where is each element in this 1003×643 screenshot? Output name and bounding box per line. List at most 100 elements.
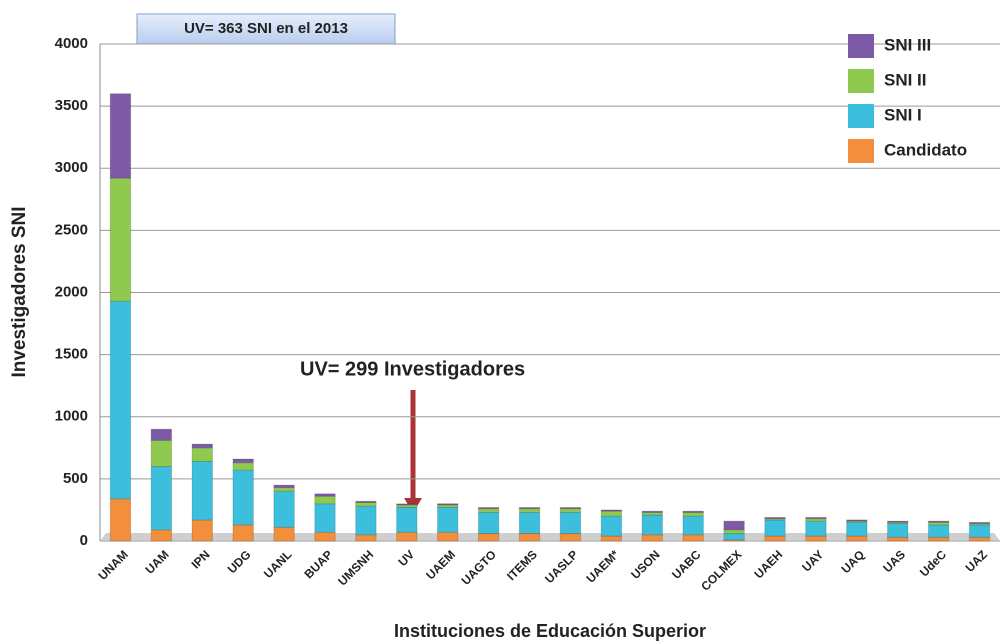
bar-segment	[846, 521, 868, 537]
bar-segment	[887, 536, 909, 542]
bar-segment	[109, 300, 132, 500]
bar-segment	[682, 534, 704, 542]
x-tick-label: UV	[395, 547, 417, 569]
bar-segment	[273, 526, 295, 542]
bar-segment	[396, 531, 418, 542]
bar-segment	[968, 521, 991, 525]
bar-segment	[600, 509, 623, 512]
bar-segment	[355, 534, 377, 542]
bar-segment	[518, 511, 541, 535]
legend-label: SNI III	[884, 35, 931, 54]
bar-segment	[355, 500, 377, 503]
bar-segment	[518, 508, 541, 513]
bar-segment	[109, 498, 132, 542]
x-tick-label: UANL	[261, 547, 294, 580]
bar-segment	[600, 535, 623, 542]
bar-segment	[641, 510, 664, 513]
bar-segment	[150, 465, 173, 531]
bar-segment	[641, 514, 664, 536]
bar-segment	[314, 493, 336, 497]
y-tick-label: 2500	[55, 221, 88, 238]
x-tick-label: UDG	[225, 547, 254, 576]
bar-segment	[723, 520, 745, 531]
bar-segment	[273, 484, 295, 489]
bar-segment	[518, 533, 541, 542]
x-tick-label: UABC	[669, 547, 704, 582]
legend-swatch	[848, 139, 874, 163]
bar-segment	[477, 506, 500, 510]
bar-segment	[232, 458, 254, 464]
bar-segment	[150, 439, 173, 467]
legend-label: SNI I	[884, 105, 922, 124]
bar-segment	[314, 503, 336, 533]
x-tick-label: UAY	[799, 547, 826, 574]
bar-segment	[273, 487, 295, 492]
bar-segment	[437, 503, 459, 506]
bar-segment	[355, 505, 377, 536]
bar-segment	[887, 520, 909, 523]
bar-segment	[723, 533, 745, 541]
bar-segment	[477, 511, 500, 535]
bar-segment	[477, 508, 500, 513]
y-tick-label: 1500	[55, 346, 88, 363]
y-axis-title: Investigadores SNI	[9, 206, 30, 377]
x-tick-label: UAM	[143, 547, 172, 576]
x-tick-label: UAEM*	[584, 547, 622, 585]
bar-segment	[682, 511, 704, 517]
x-tick-label: IPN	[189, 547, 213, 571]
x-tick-label: UAS	[880, 547, 908, 575]
bar-segment	[109, 177, 132, 302]
x-tick-label: UAZ	[963, 547, 990, 574]
bar-segment	[150, 529, 173, 542]
y-tick-label: 500	[63, 470, 88, 487]
legend-label: Candidato	[884, 140, 967, 159]
bar-segment	[887, 523, 909, 538]
bar-segment	[273, 490, 295, 528]
annotation: UV= 299 Investigadores	[300, 358, 525, 380]
y-tick-label: 2000	[55, 283, 88, 300]
y-tick-label: 0	[80, 532, 88, 549]
bar-segment	[559, 511, 582, 535]
bar-segment	[477, 533, 500, 542]
bar-segment	[600, 515, 623, 537]
bar-segment	[764, 516, 786, 520]
bar-segment	[518, 506, 541, 510]
bar-segment	[396, 506, 418, 533]
bar-segment	[437, 531, 459, 542]
y-tick-label: 4000	[55, 35, 88, 52]
bar-segment	[682, 515, 704, 536]
x-tick-label: UAEH	[751, 547, 785, 581]
bar-segment	[396, 503, 418, 506]
y-tick-label: 1000	[55, 408, 88, 425]
x-tick-label: UASLP	[542, 547, 581, 586]
x-tick-label: UNAM	[95, 547, 130, 582]
bar-segment	[764, 535, 786, 542]
x-tick-label: UMSNH	[335, 547, 376, 588]
bar-segment	[150, 428, 173, 441]
x-tick-label: BUAP	[301, 547, 335, 581]
bar-segment	[232, 462, 254, 471]
bar-segment	[191, 447, 214, 462]
x-tick-label: UAEM	[423, 547, 458, 582]
bar-segment	[559, 533, 582, 542]
bar-segment	[968, 536, 991, 542]
x-axis-title: Instituciones de Educación Superior	[394, 621, 706, 641]
bar-segment	[927, 520, 950, 523]
annotation: UV= 363 SNI en el 2013	[184, 20, 348, 37]
bar-segment	[559, 506, 582, 510]
y-tick-label: 3000	[55, 159, 88, 176]
bar-segment	[682, 510, 704, 513]
bar-segment	[927, 524, 950, 538]
bar-segment	[109, 93, 132, 179]
bar-segment	[968, 524, 991, 538]
bar-segment	[764, 519, 786, 537]
bar-segment	[232, 524, 254, 542]
bar-segment	[191, 460, 214, 521]
bar-segment	[805, 535, 827, 542]
x-tick-label: UAQ	[838, 547, 867, 576]
bar-segment	[846, 519, 868, 522]
bar-segment	[314, 531, 336, 542]
bar-segment	[846, 535, 868, 542]
legend-swatch	[848, 69, 874, 93]
